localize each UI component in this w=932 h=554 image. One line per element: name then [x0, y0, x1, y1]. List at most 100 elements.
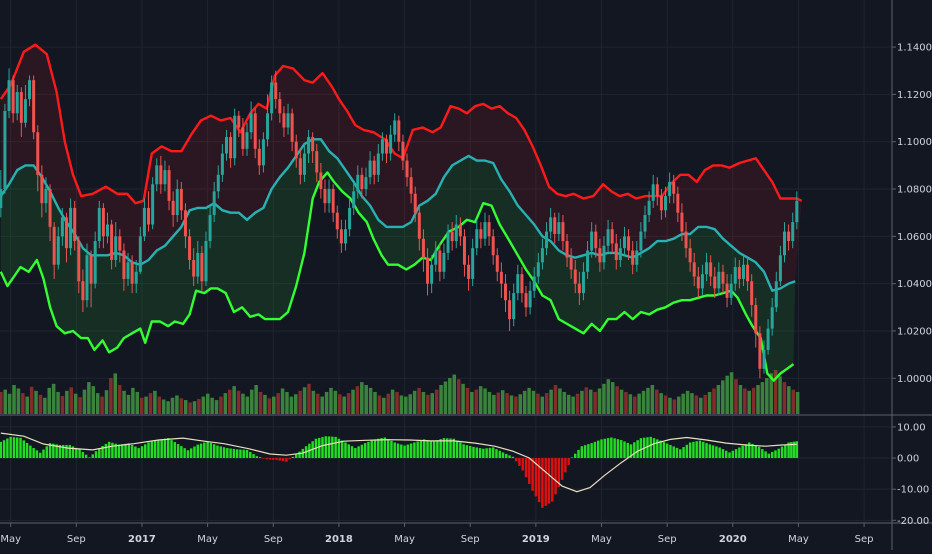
volume-bar [241, 393, 245, 414]
oscillator-bar [702, 441, 705, 459]
candle-body [520, 274, 524, 294]
candle-body [389, 134, 393, 154]
volume-bar [430, 393, 435, 414]
oscillator-bar [88, 457, 91, 459]
oscillator-bar [84, 454, 88, 459]
oscillator-bar [564, 458, 567, 473]
volume-bar [549, 389, 553, 414]
oscillator-bar [652, 438, 656, 459]
time-axis-label: 2019 [522, 534, 550, 545]
oscillator-bar [140, 446, 144, 459]
volume-bar [619, 389, 624, 414]
candle-body [270, 82, 274, 114]
oscillator-bar [357, 446, 360, 459]
oscillator-bar [613, 438, 616, 459]
volume-bar [236, 390, 241, 414]
oscillator-bar [409, 443, 413, 459]
volume-bar [25, 396, 29, 414]
time-axis-label: 2017 [128, 534, 156, 545]
time-axis-label: Sep [658, 534, 677, 545]
volume-bar [404, 396, 408, 414]
oscillator-bar [574, 453, 577, 459]
volume-bar [439, 385, 443, 414]
lower-band-fill [0, 139, 796, 381]
candle-body [114, 236, 118, 260]
candle-body [356, 174, 360, 192]
oscillator-bar [777, 448, 780, 459]
volume-bar [276, 393, 280, 414]
oscillator-bar [711, 445, 715, 459]
volume-bar [201, 396, 206, 414]
volume-bar [681, 393, 685, 414]
volume-bar [725, 375, 729, 414]
candle-body [499, 271, 503, 284]
oscillator-bar [130, 444, 134, 459]
candle-body [171, 200, 175, 216]
oscillator-bar [636, 440, 639, 459]
oscillator-bar [475, 447, 479, 459]
oscillator-bar [505, 453, 508, 459]
candle-body [138, 236, 142, 272]
oscillator-bar [547, 458, 551, 504]
candle-body [249, 113, 253, 133]
candle-body [676, 193, 680, 213]
candle-body [183, 210, 187, 237]
oscillator-bar [455, 440, 459, 459]
candle-body [142, 207, 146, 237]
oscillator-bar [554, 458, 557, 495]
oscillator-bar [787, 442, 790, 459]
oscillator-bar [281, 458, 285, 462]
oscillator-bar [111, 442, 114, 459]
volume-bar [769, 373, 773, 414]
candle-body [159, 165, 163, 185]
candle-body [462, 236, 466, 265]
oscillator-bar [472, 446, 475, 459]
oscillator-bar [101, 445, 104, 459]
oscillator-bar [199, 443, 203, 459]
oscillator-bar [2, 440, 6, 459]
oscillator-bar [498, 450, 501, 459]
oscillator-bar [321, 437, 324, 459]
oscillator-bar [9, 436, 12, 459]
volume-bar [417, 387, 421, 414]
oscillator-bar [55, 444, 58, 459]
candle-body [52, 226, 56, 265]
volume-bar [470, 391, 474, 414]
oscillator-bar [25, 442, 29, 459]
candle-body [85, 255, 89, 301]
volume-bar [544, 393, 549, 414]
oscillator-bar [61, 444, 65, 459]
candle-body [594, 231, 598, 249]
oscillator-bar [590, 443, 593, 459]
candle-body [364, 177, 368, 190]
candle-body [610, 229, 614, 244]
oscillator-bar [114, 443, 117, 459]
volume-bar [139, 397, 144, 414]
oscillator-bar [449, 438, 452, 459]
oscillator-bar [272, 458, 275, 460]
candle-body [385, 139, 389, 154]
oscillator-bar [150, 441, 154, 459]
volume-bar [179, 398, 184, 414]
volume-bar [452, 374, 457, 414]
oscillator-bar [679, 449, 682, 459]
oscillator-bar [58, 444, 62, 459]
candle-body [372, 160, 376, 175]
candle-body [32, 80, 36, 133]
candle-body [294, 141, 298, 159]
oscillator-bar [258, 457, 262, 459]
volume-bar [597, 388, 602, 414]
candle-body [118, 236, 122, 251]
candle-body [40, 174, 44, 204]
candle-body [23, 99, 27, 123]
volume-bar [496, 392, 501, 414]
candle-body [598, 248, 602, 263]
volume-bar [355, 386, 360, 414]
oscillator-bar [229, 448, 232, 459]
oscillator-bar [383, 437, 387, 459]
oscillator-bar [370, 440, 373, 459]
oscillator-bar [482, 448, 485, 459]
lower-band-line [0, 171, 795, 382]
volume-bar [650, 385, 655, 414]
oscillator-bar [626, 442, 629, 459]
